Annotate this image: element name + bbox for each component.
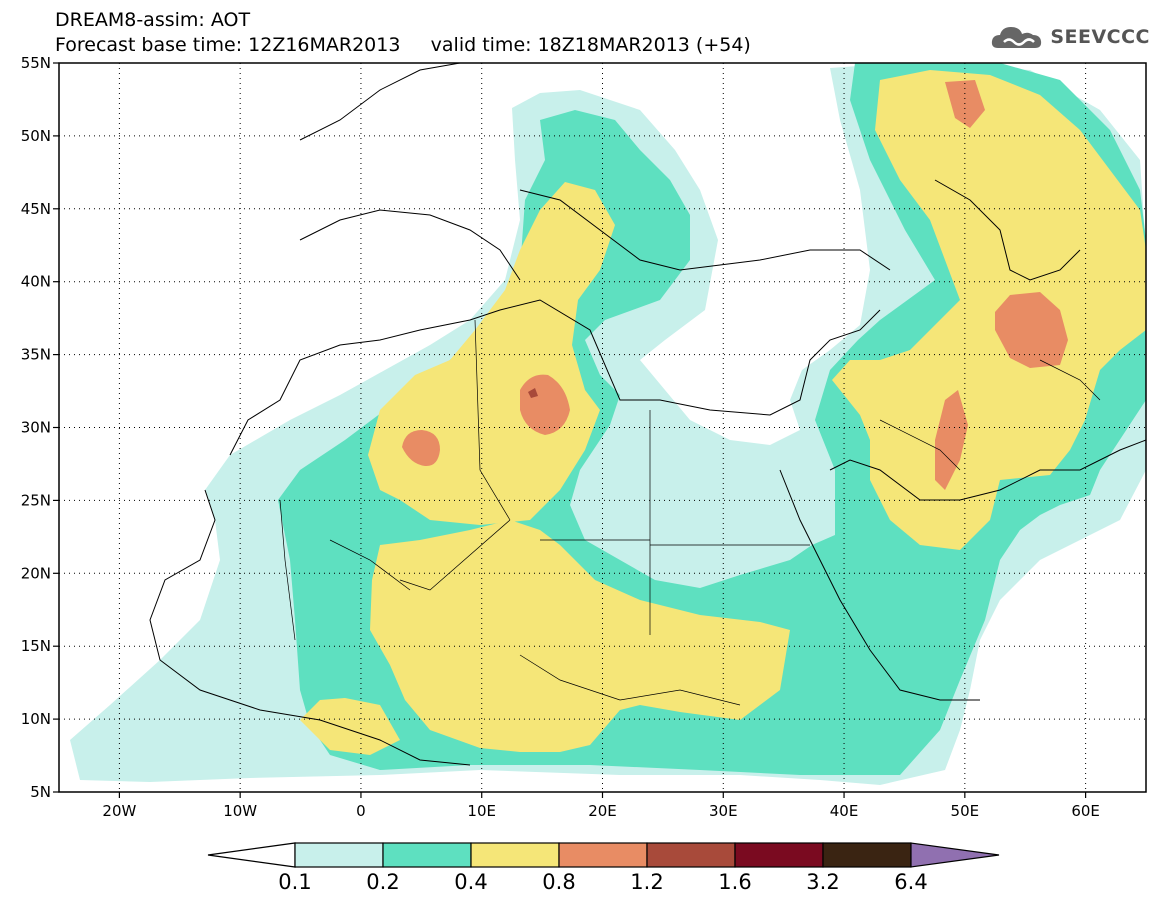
gridlines xyxy=(59,63,1146,792)
cloud-icon xyxy=(992,27,1042,48)
logo-text: SEEVCCC xyxy=(1050,26,1150,48)
lat-tick-label: 55N xyxy=(21,54,51,72)
aot-contour-0.8-algeria xyxy=(402,430,440,467)
aot-field xyxy=(70,63,1146,785)
colorbar-label: 0.1 xyxy=(278,870,311,894)
aot-contour-0.8-iran xyxy=(995,292,1068,368)
valid-time: valid time: 18Z18MAR2013 (+54) xyxy=(430,34,751,56)
colorbar-swatch xyxy=(382,842,472,868)
colorbar-label: 3.2 xyxy=(806,870,839,894)
aot-contour-0.4-sahara xyxy=(370,520,790,752)
colorbar-swatch xyxy=(734,842,824,868)
lat-tick-label: 5N xyxy=(30,783,51,801)
colorbar: 0.1 0.2 0.4 0.8 1.2 1.6 3.2 6.4 xyxy=(207,842,1000,894)
colorbar-label: 6.4 xyxy=(894,870,927,894)
lon-labels: 20W 10W 0 10E 20E 30E 40E 50E 60E xyxy=(102,802,1099,820)
lat-tick-label: 45N xyxy=(21,200,51,218)
lon-tick-label: 40E xyxy=(830,802,859,820)
lat-tick-label: 50N xyxy=(21,127,51,145)
lat-tick-label: 10N xyxy=(21,710,51,728)
colorbar-swatch xyxy=(470,842,560,868)
colorbar-under-triangle xyxy=(207,842,296,868)
colorbar-label: 0.4 xyxy=(454,870,487,894)
lat-tick-label: 35N xyxy=(21,346,51,364)
lat-tick-label: 25N xyxy=(21,491,51,509)
lat-labels: 5N 10N 15N 20N 25N 30N 35N 40N 45N 50N 55N xyxy=(21,54,51,801)
seevccc-logo: SEEVCCC xyxy=(990,22,1150,52)
map-title: DREAM8-assim: AOT xyxy=(55,9,251,31)
lon-tick-label: 10W xyxy=(223,802,257,820)
lon-tick-label: 0 xyxy=(356,802,366,820)
lat-tick-label: 40N xyxy=(21,273,51,291)
lat-tick-label: 20N xyxy=(21,564,51,582)
lon-tick-label: 30E xyxy=(709,802,738,820)
lon-tick-label: 20E xyxy=(588,802,617,820)
axis-ticks xyxy=(53,62,1087,798)
coastlines xyxy=(149,63,1146,766)
colorbar-swatch xyxy=(646,842,736,868)
aot-contour-0.4-arabia xyxy=(832,70,1146,550)
lon-tick-label: 50E xyxy=(951,802,980,820)
base-time: Forecast base time: 12Z16MAR2013 xyxy=(55,34,401,56)
lat-tick-label: 15N xyxy=(21,637,51,655)
colorbar-label: 0.2 xyxy=(366,870,399,894)
map-subtitle: Forecast base time: 12Z16MAR2013 valid t… xyxy=(55,35,751,55)
colorbar-over-triangle xyxy=(910,842,1000,868)
colorbar-label: 1.2 xyxy=(630,870,663,894)
country-borders xyxy=(279,319,1101,706)
lon-tick-label: 10E xyxy=(467,802,496,820)
lon-tick-label: 60E xyxy=(1071,802,1100,820)
colorbar-swatch xyxy=(294,842,384,868)
aot-contour-0.4-sahel xyxy=(300,698,400,755)
lat-tick-label: 30N xyxy=(21,419,51,437)
colorbar-label: 1.6 xyxy=(718,870,751,894)
colorbar-swatch xyxy=(558,842,648,868)
colorbar-label: 0.8 xyxy=(542,870,575,894)
lon-tick-label: 20W xyxy=(102,802,136,820)
aot-contour-1.2-libya xyxy=(528,388,538,398)
aot-contour-0.8-iraq xyxy=(935,390,968,490)
colorbar-swatch xyxy=(822,842,912,868)
